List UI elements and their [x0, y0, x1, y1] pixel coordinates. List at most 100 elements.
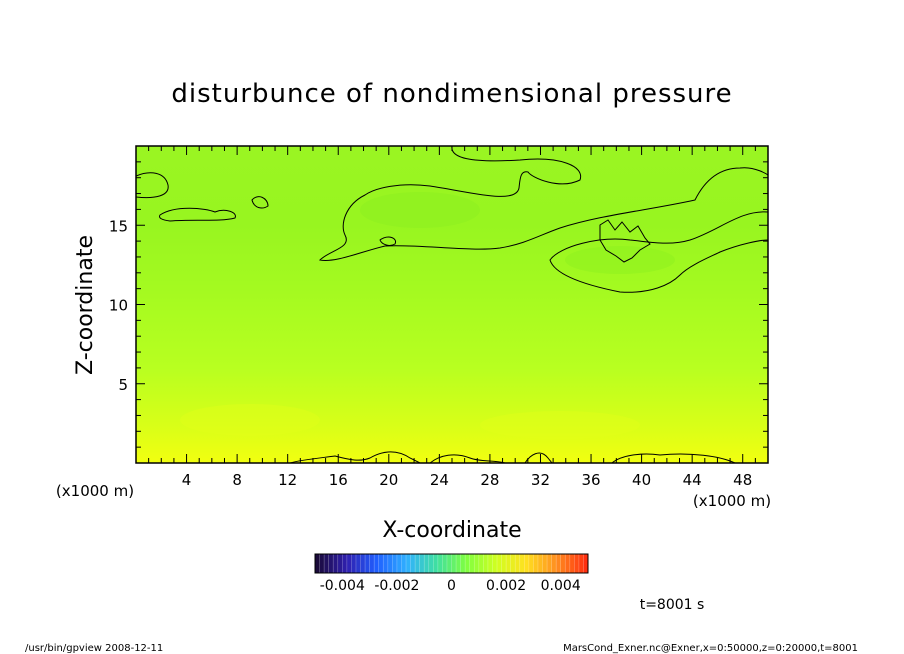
x-tick-label: 16: [329, 471, 348, 489]
colorbar-swatch: [401, 554, 407, 573]
contour-lines: [136, 146, 768, 463]
chart-title: disturbunce of nondimensional pressure: [171, 79, 732, 109]
colorbar-swatch: [578, 554, 584, 573]
colorbar-swatch: [419, 554, 425, 573]
colorbar-swatch: [406, 554, 411, 573]
colorbar: [314, 553, 589, 574]
colorbar-swatch: [365, 554, 370, 573]
contour-line: [379, 236, 397, 246]
x-tick-label: 24: [430, 471, 449, 489]
colorbar-swatch: [319, 554, 325, 573]
colorbar-swatch: [396, 554, 402, 573]
colorbar-swatch: [460, 554, 466, 573]
colorbar-swatch: [351, 554, 357, 573]
x-tick-label: 28: [480, 471, 499, 489]
colorbar-tick-label: -0.004: [320, 578, 365, 594]
colorbar-tick-label: 0: [447, 578, 456, 594]
colorbar-swatch: [346, 554, 352, 573]
contour-line: [136, 172, 169, 199]
colorbar-swatch: [519, 554, 525, 573]
colorbar-labels: -0.004 -0.002 0 0.002 0.004: [320, 578, 581, 594]
colorbar-swatch: [433, 554, 439, 573]
x-tick-label: 36: [581, 471, 600, 489]
colorbar-swatch: [574, 554, 580, 573]
colorbar-swatch: [465, 554, 470, 573]
colorbar-swatch: [537, 554, 543, 573]
x-tick-label: 48: [733, 471, 752, 489]
contour-line: [599, 219, 651, 263]
colorbar-swatch: [387, 554, 393, 573]
y-tick-label: 5: [118, 376, 128, 394]
x-unit-left: (x1000 m): [56, 482, 134, 500]
x-tick-label: 32: [531, 471, 550, 489]
colorbar-swatch: [437, 554, 443, 573]
contour-line: [251, 196, 269, 209]
colorbar-swatch: [410, 554, 416, 573]
colorbar-swatch: [524, 554, 530, 573]
x-tick-label: 20: [379, 471, 398, 489]
colorbar-swatch: [451, 554, 457, 573]
colorbar-swatch: [533, 554, 539, 573]
colorbar-swatch: [456, 554, 461, 573]
colorbar-swatch: [328, 554, 334, 573]
colorbar-swatch: [510, 554, 516, 573]
colorbar-swatch: [497, 554, 502, 573]
colorbar-swatch: [374, 554, 379, 573]
footer-left: /usr/bin/gpview 2008-12-11: [25, 643, 163, 654]
colorbar-swatch: [442, 554, 448, 573]
colorbar-frame: [314, 553, 589, 574]
contour-line: [159, 207, 236, 222]
field-patch: [180, 404, 320, 436]
y-tick-label: 10: [109, 297, 128, 315]
colorbar-swatch: [355, 554, 361, 573]
y-axis-label: Z-coordinate: [73, 235, 98, 375]
colorbar-swatch: [446, 554, 452, 573]
contour-line: [611, 453, 736, 463]
field-patch: [360, 192, 480, 228]
colorbar-swatch: [474, 554, 479, 573]
colorbar-tick-label: 0.004: [541, 578, 581, 594]
time-label: t=8001 s: [640, 597, 705, 613]
colorbar-swatch: [378, 554, 384, 573]
colorbar-swatch: [333, 554, 338, 573]
x-axis-ticks: 4 8 12 16 20 24 28 32 36 40 44 48: [148, 146, 756, 489]
colorbar-swatch: [469, 554, 475, 573]
colorbar-swatch: [337, 554, 343, 573]
colorbar-swatch: [424, 554, 429, 573]
colorbar-swatch: [483, 554, 489, 573]
footer-right: MarsCond_Exner.nc@Exner,x=0:50000,z=0:20…: [563, 643, 858, 654]
colorbar-swatch: [324, 554, 329, 573]
y-axis-ticks: 5 10 15: [109, 161, 768, 448]
colorbar-swatch: [360, 554, 366, 573]
colorbar-swatch: [547, 554, 552, 573]
y-tick-label: 15: [109, 217, 128, 235]
x-tick-label: 40: [632, 471, 651, 489]
colorbar-swatch: [515, 554, 520, 573]
heatmap-field: [136, 146, 768, 463]
colorbar-swatch: [315, 554, 320, 573]
colorbar-swatch: [487, 554, 493, 573]
colorbar-swatch: [383, 554, 388, 573]
colorbar-swatch: [392, 554, 398, 573]
x-tick-label: 4: [182, 471, 192, 489]
colorbar-tick-label: -0.002: [374, 578, 419, 594]
x-unit-right: (x1000 m): [693, 492, 771, 510]
colorbar-swatch: [415, 554, 420, 573]
colorbar-swatch: [551, 554, 557, 573]
colorbar-swatch: [542, 554, 548, 573]
colorbar-swatch: [565, 554, 570, 573]
x-tick-label: 44: [683, 471, 702, 489]
colorbar-swatch: [369, 554, 375, 573]
contour-line: [318, 146, 768, 262]
x-tick-label: 12: [278, 471, 297, 489]
colorbar-tick-label: 0.002: [486, 578, 526, 594]
contour-line: [549, 211, 768, 293]
colorbar-swatch: [528, 554, 534, 573]
colorbar-swatch: [560, 554, 566, 573]
colorbar-swatch: [556, 554, 561, 573]
colorbar-swatch: [478, 554, 484, 573]
colorbar-swatch: [583, 554, 589, 573]
contour-line: [524, 452, 553, 463]
colorbar-swatch: [492, 554, 498, 573]
